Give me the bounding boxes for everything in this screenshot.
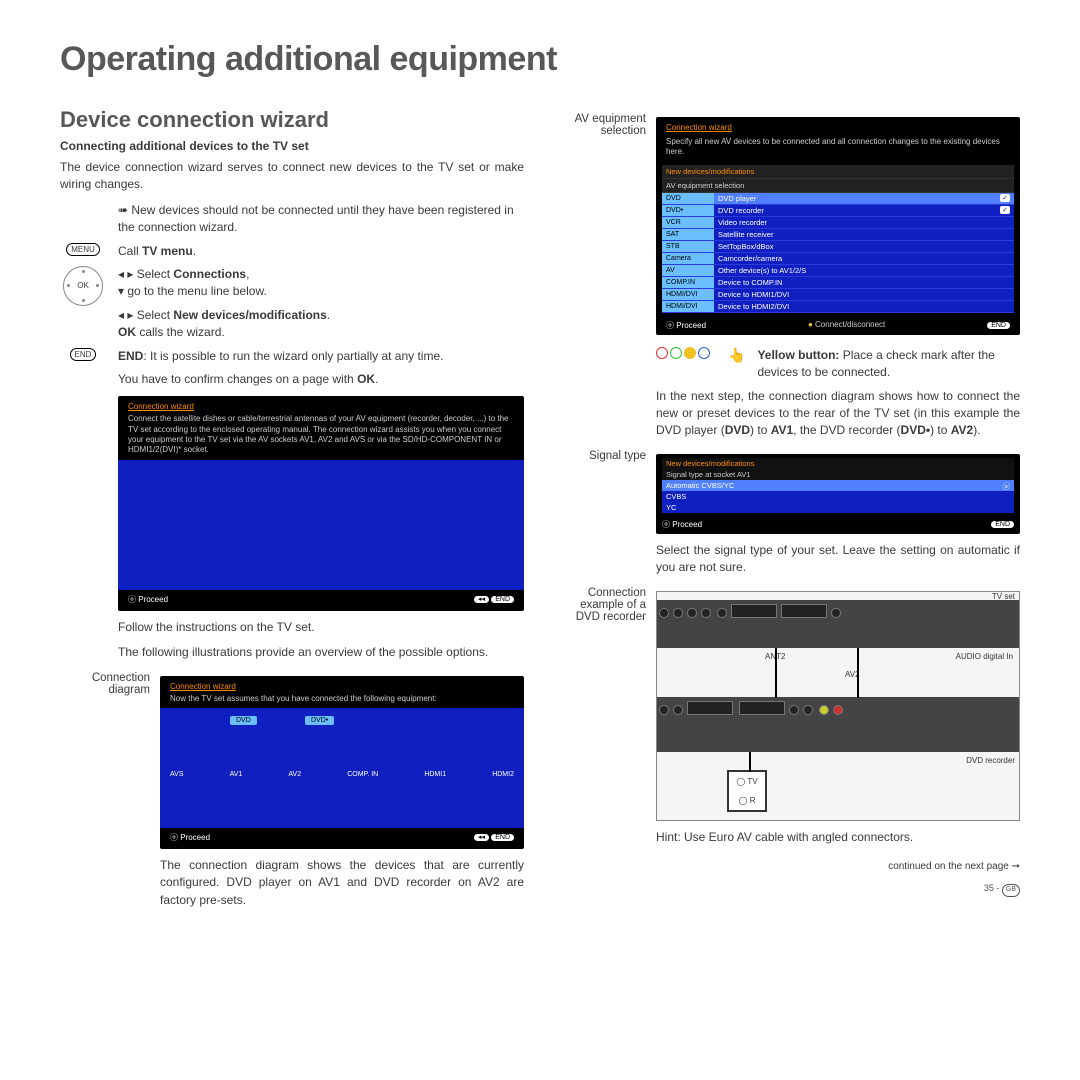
sub-heading: Connecting additional devices to the TV … [60,139,524,153]
osd-signal-type: New devices/modifications Signal type at… [656,454,1020,534]
signal-type-label: Signal type [556,448,646,462]
osd-connection-wizard-intro: Connection wizard Connect the satellite … [118,396,524,611]
menu-instruction: Call TV menu. [118,243,524,260]
connection-diagram-label: Connection diagram [60,670,150,696]
intro-text: The device connection wizard serves to c… [60,159,524,194]
connection-example-label: Connection example of a DVD recorder [556,585,646,623]
ok-instructions: ◂ ▸ Select Connections, ▾ go to the menu… [118,266,524,342]
osd-connection-diagram: Connection wizard Now the TV set assumes… [160,676,524,849]
page-number: 35 - GB [556,882,1020,896]
left-column: Device connection wizard Connecting addi… [60,107,524,917]
section-heading: Device connection wizard [60,107,524,133]
follow-text: Follow the instructions on the TV set. [118,619,524,636]
signal-type-text: Select the signal type of your set. Leav… [656,542,1020,577]
page-title: Operating additional equipment [60,40,1020,79]
color-buttons-icon [656,347,710,359]
continued-note: continued on the next page ➞ [556,860,1020,875]
end-instruction: END: It is possible to run the wizard on… [118,348,524,365]
menu-badge-icon: MENU [66,243,100,256]
connection-example-diagram: TV set ANT2 AV2 AUDIO digital In DVD rec… [656,591,1020,821]
yellow-button-text: Yellow button: Place a check mark after … [757,347,1020,382]
confirm-text: You have to confirm changes on a page wi… [118,371,524,388]
hint-text: Hint: Use Euro AV cable with angled conn… [656,829,1020,846]
ok-ring-icon: OK [63,266,103,306]
end-badge-icon: END [70,348,97,361]
overview-text: The following illustrations provide an o… [118,644,524,661]
wall-socket-icon: ◯ TV ◯ R [727,770,767,812]
hand-icon: 👆 [728,347,745,364]
next-step-text: In the next step, the connection diagram… [656,388,1020,440]
conn-diag-text: The connection diagram shows the devices… [160,857,524,909]
arrow-note: ➠ New devices should not be connected un… [118,202,524,237]
osd-av-equipment-list: Connection wizard Specify all new AV dev… [656,117,1020,335]
right-column: AV equipment selection Connection wizard… [556,107,1020,917]
av-equipment-label: AV equipment selection [556,111,646,137]
